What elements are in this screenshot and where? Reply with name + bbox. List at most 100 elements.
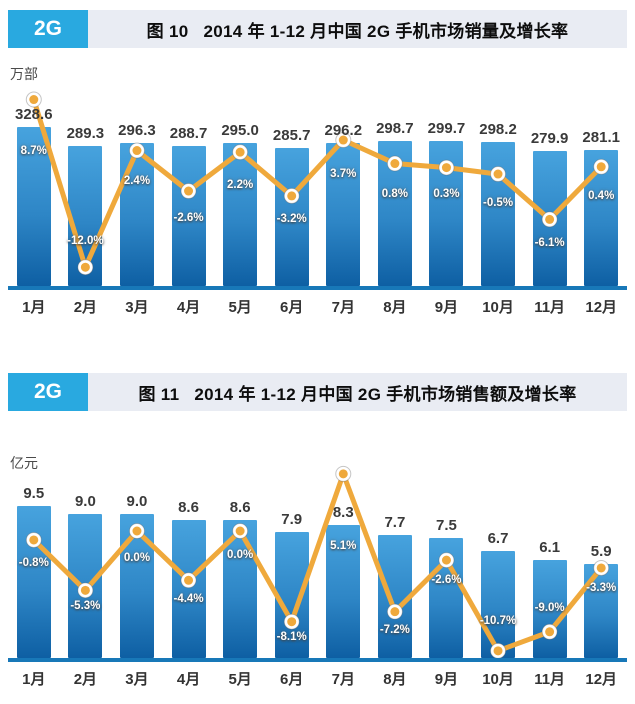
bar-3月	[119, 142, 154, 286]
growth-rate-label: 0.3%	[433, 187, 460, 200]
x-axis-month-label: 6月	[280, 299, 304, 316]
bar-12月	[584, 563, 619, 658]
chart1-header: 2G 图 10 2014 年 1-12 月中国 2G 手机市场销量及增长率	[8, 10, 627, 48]
chart2-title: 图 11 2014 年 1-12 月中国 2G 手机市场销售额及增长率	[88, 373, 627, 411]
bar-12月	[584, 149, 619, 286]
x-axis-month-label: 2月	[73, 671, 98, 688]
chart2-y-axis-unit-label: 亿元	[10, 455, 38, 471]
sales-revenue-chart-section: 2G 图 11 2014 年 1-12 月中国 2G 手机市场销售额及增长率 亿…	[0, 352, 635, 704]
growth-rate-label: -2.6%	[431, 574, 462, 587]
bar-value-label: 8.3	[332, 504, 354, 522]
growth-rate-label: 2.2%	[227, 179, 254, 192]
bar-value-label: 5.9	[590, 542, 612, 560]
line-marker-dot	[338, 469, 348, 479]
growth-rate-label: 2.4%	[123, 174, 151, 187]
growth-rate-label: 0.8%	[381, 187, 408, 200]
bar-value-label: 9.0	[74, 493, 96, 510]
growth-rate-label: -10.7%	[479, 614, 517, 627]
chart2-x-axis-line	[8, 658, 627, 662]
chart2-2g-badge: 2G	[8, 373, 88, 411]
x-axis-month-label: 6月	[280, 671, 304, 688]
line-marker-ring	[25, 91, 42, 108]
growth-rate-label: -0.5%	[483, 197, 514, 210]
bar-value-label: 285.7	[272, 126, 311, 144]
bar-8月	[377, 534, 412, 658]
x-axis-month-label: 11月	[534, 671, 566, 688]
bar-value-label: 288.7	[169, 125, 208, 143]
line-marker-ring	[335, 465, 352, 482]
x-axis-month-label: 5月	[228, 299, 252, 316]
x-axis-month-label: 2月	[73, 299, 98, 316]
x-axis-month-label: 12月	[585, 671, 618, 688]
chart1-x-axis-line	[8, 286, 627, 290]
growth-rate-label: -12.0%	[67, 235, 104, 248]
bar-9月	[429, 538, 464, 658]
bar-2月	[68, 146, 103, 286]
x-axis-month-label: 10月	[482, 299, 514, 316]
bar-value-label: 8.6	[229, 499, 251, 517]
bar-value-label: 281.1	[582, 128, 620, 146]
x-axis-month-label: 3月	[125, 671, 149, 688]
bar-10月	[481, 141, 516, 286]
bar-value-label: 296.2	[324, 121, 363, 139]
x-axis-month-label: 12月	[585, 299, 618, 316]
bar-value-label: 8.6	[178, 499, 199, 517]
bar-value-label: 289.3	[66, 125, 105, 143]
growth-rate-label: -2.6%	[173, 212, 204, 225]
bar-2月	[68, 514, 103, 658]
bar-8月	[377, 141, 412, 286]
growth-rate-label: -3.2%	[276, 212, 307, 225]
bar-value-label: 299.7	[427, 119, 466, 137]
x-axis-month-label: 8月	[383, 299, 407, 316]
chart1-2g-badge: 2G	[8, 10, 88, 48]
growth-rate-label: -5.3%	[70, 600, 101, 613]
bar-3月	[119, 514, 154, 658]
bar-value-label: 295.0	[221, 122, 259, 140]
bar-value-label: 6.1	[539, 539, 561, 557]
x-axis-month-label: 3月	[125, 299, 149, 316]
growth-rate-label: 8.7%	[20, 144, 47, 157]
x-axis-month-label: 10月	[482, 671, 514, 688]
bar-5月	[223, 520, 258, 658]
x-axis-month-label: 9月	[434, 671, 459, 688]
x-axis-month-label: 4月	[176, 671, 201, 688]
x-axis-month-label: 1月	[22, 299, 46, 316]
x-axis-month-label: 5月	[228, 671, 252, 688]
bar-value-label: 328.6	[15, 106, 53, 123]
x-axis-month-label: 9月	[434, 299, 459, 316]
growth-rate-label: 0.4%	[588, 189, 615, 202]
growth-rate-label: 0.0%	[227, 549, 254, 561]
growth-rate-label: -7.2%	[379, 623, 410, 636]
bar-5月	[223, 143, 258, 286]
x-axis-month-label: 7月	[331, 299, 355, 316]
growth-rate-label: -0.8%	[18, 556, 49, 569]
bar-value-label: 7.7	[384, 513, 406, 531]
growth-rate-label: -3.3%	[586, 581, 617, 594]
bar-value-label: 9.5	[23, 485, 45, 502]
bar-value-label: 296.3	[118, 121, 156, 139]
line-marker-dot	[29, 95, 39, 105]
bar-11月	[532, 150, 567, 286]
bar-value-label: 279.9	[530, 129, 569, 147]
chart2-header: 2G 图 11 2014 年 1-12 月中国 2G 手机市场销售额及增长率	[8, 373, 627, 411]
x-axis-month-label: 1月	[22, 671, 46, 688]
x-axis-month-label: 8月	[383, 671, 407, 688]
bar-value-label: 298.2	[479, 120, 517, 138]
chart1-y-axis-unit-label: 万部	[10, 66, 38, 82]
growth-rate-label: 3.7%	[330, 168, 357, 181]
bar-value-label: 298.7	[376, 120, 414, 138]
growth-rate-label: -9.0%	[534, 601, 565, 614]
growth-rate-label: 5.1%	[330, 539, 357, 552]
bar-1月	[16, 506, 51, 658]
bar-10月	[481, 550, 516, 658]
growth-rate-label: -8.1%	[276, 630, 307, 643]
growth-rate-label: -4.4%	[173, 593, 204, 606]
bar-value-label: 9.0	[126, 493, 148, 510]
bar-4月	[171, 520, 206, 658]
growth-rate-label: 0.0%	[123, 552, 151, 564]
bar-value-label: 7.5	[436, 517, 457, 534]
bar-7月	[326, 142, 361, 286]
x-axis-month-label: 11月	[534, 299, 566, 316]
bar-9月	[429, 140, 464, 286]
